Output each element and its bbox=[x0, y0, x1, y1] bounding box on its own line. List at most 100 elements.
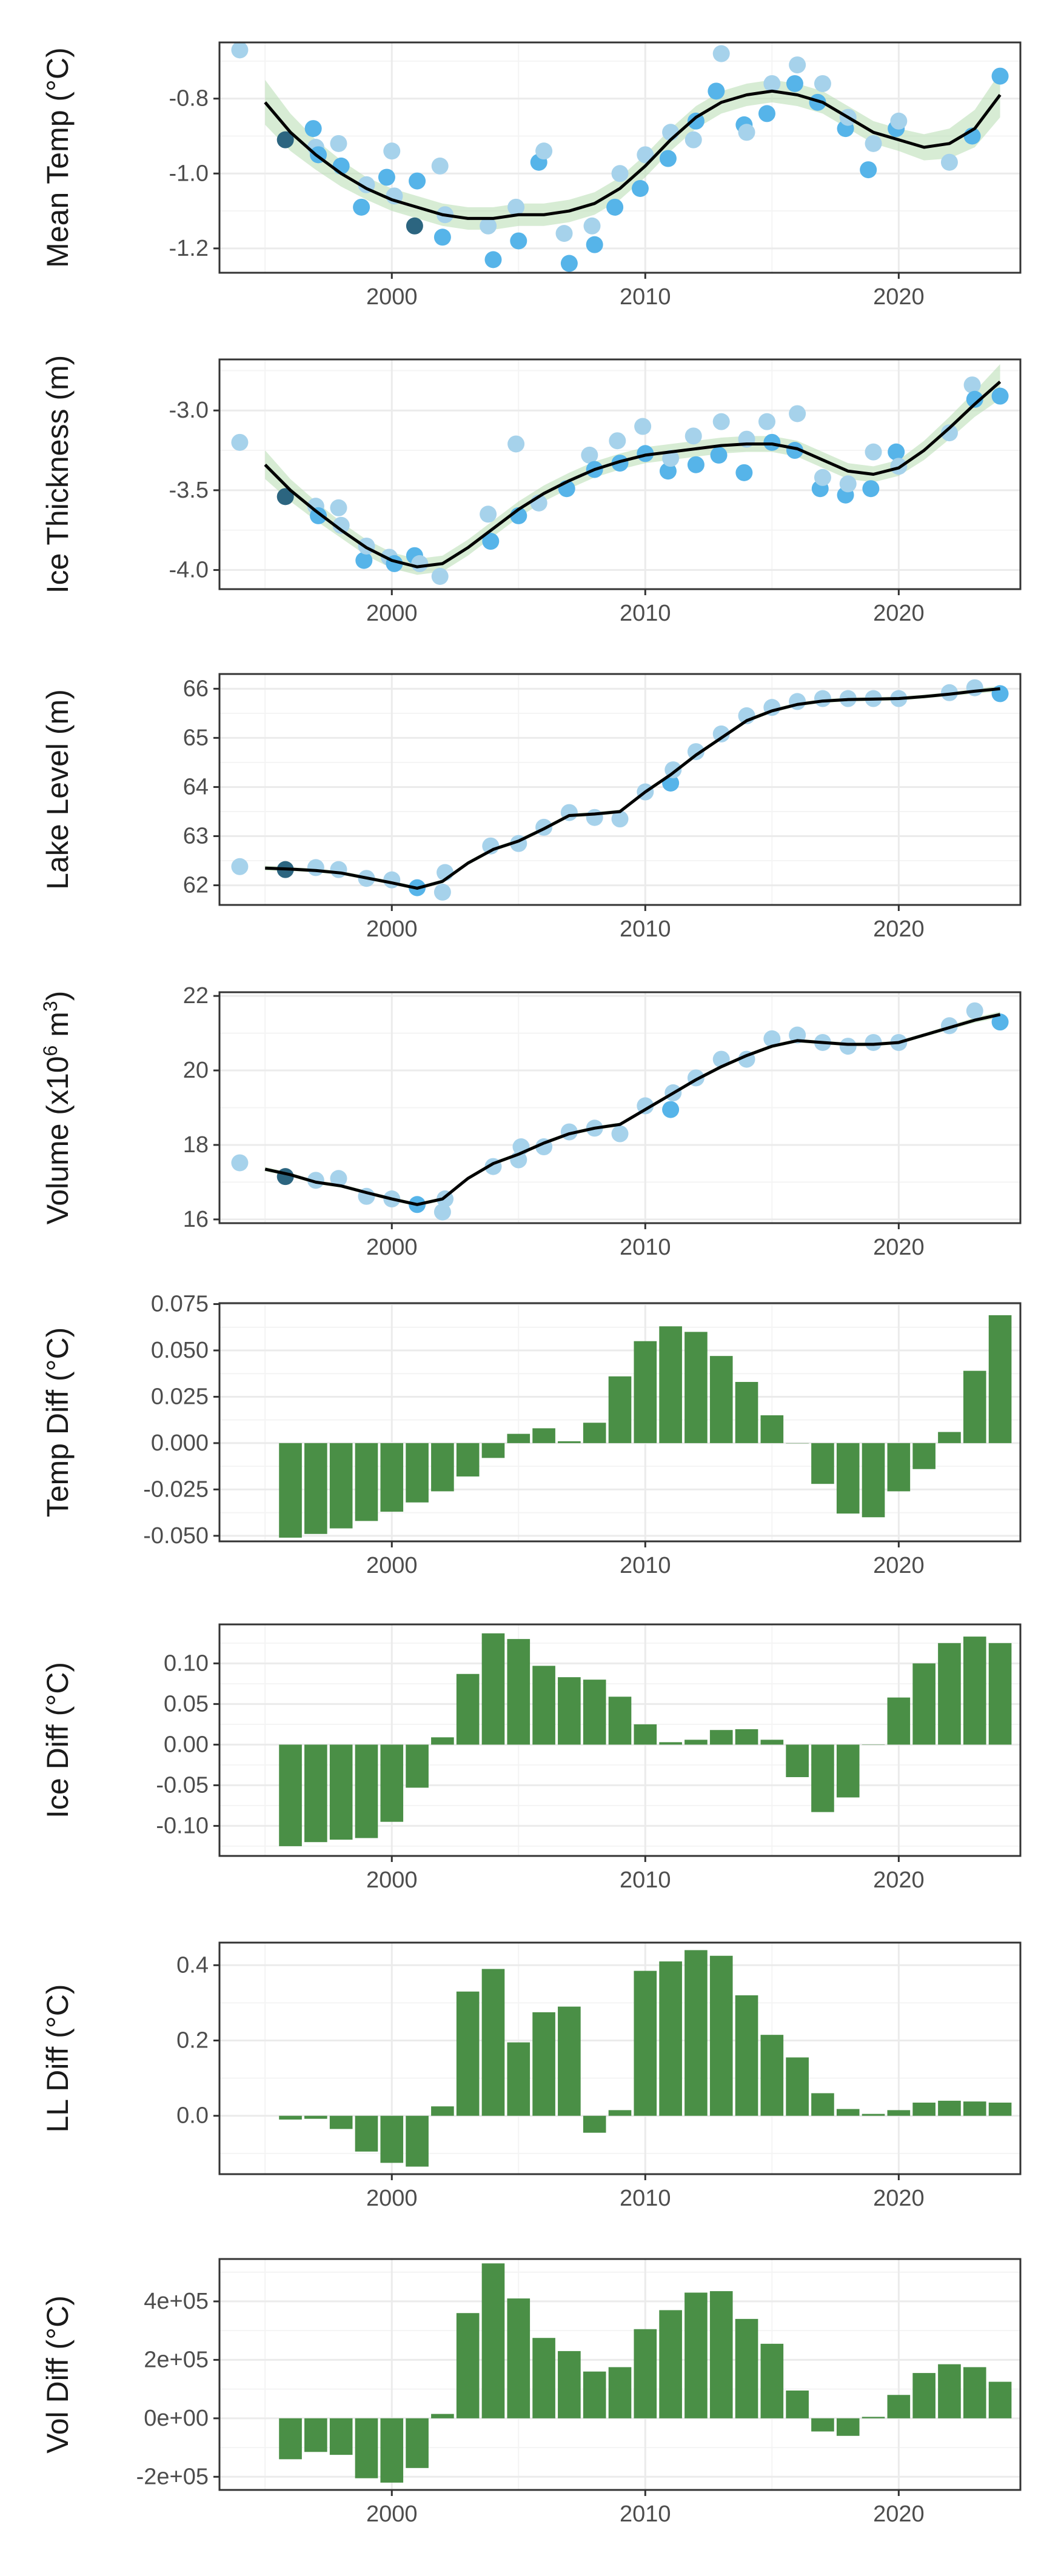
bar bbox=[406, 1744, 429, 1788]
y-tick-label: 66 bbox=[183, 676, 209, 701]
data-point bbox=[583, 217, 601, 235]
data-point bbox=[687, 112, 705, 130]
bar bbox=[558, 2006, 581, 2116]
bar bbox=[735, 1729, 758, 1745]
bar bbox=[735, 1995, 758, 2116]
bar bbox=[938, 1432, 961, 1443]
bar bbox=[760, 1415, 784, 1443]
bar bbox=[912, 2373, 935, 2418]
bar bbox=[304, 2115, 327, 2119]
bar bbox=[786, 2057, 809, 2116]
data-point bbox=[484, 251, 502, 269]
data-point bbox=[966, 390, 983, 408]
bar bbox=[507, 1433, 530, 1443]
y-tick-label: -1.2 bbox=[169, 236, 209, 261]
panel-border bbox=[218, 1941, 1022, 2175]
bar bbox=[304, 2418, 327, 2452]
data-point bbox=[991, 387, 1009, 405]
bar bbox=[431, 2106, 454, 2116]
bar bbox=[532, 2012, 555, 2116]
bar bbox=[329, 2115, 353, 2129]
bar bbox=[279, 1744, 302, 1846]
data-point bbox=[963, 376, 981, 394]
data-point bbox=[383, 142, 401, 160]
bar bbox=[355, 2115, 378, 2152]
bar bbox=[634, 2329, 657, 2418]
bar bbox=[887, 1697, 911, 1745]
data-point bbox=[330, 499, 347, 516]
bar bbox=[659, 1326, 682, 1443]
x-tick-label: 2010 bbox=[620, 601, 671, 626]
data-point bbox=[581, 446, 598, 464]
data-point bbox=[611, 455, 629, 472]
y-tick-label: 64 bbox=[183, 774, 209, 799]
data-point bbox=[634, 418, 652, 435]
y-tick-label: 0.000 bbox=[151, 1430, 209, 1456]
bar bbox=[481, 1633, 505, 1745]
data-point bbox=[276, 1168, 294, 1186]
bar bbox=[912, 1443, 935, 1469]
bar bbox=[887, 1443, 911, 1492]
panel-border bbox=[218, 1302, 1022, 1543]
bar bbox=[355, 2418, 378, 2478]
bar bbox=[481, 1443, 505, 1458]
smooth-fit-line bbox=[264, 1013, 1001, 1206]
x-tick-label: 2010 bbox=[620, 284, 671, 310]
y-tick-label: 16 bbox=[183, 1207, 209, 1232]
data-point bbox=[763, 75, 781, 92]
panel-6: -0.10 -0.05 0.00 0.05 0.10 2000 2010 2020 Ice Di… bbox=[41, 1623, 1022, 1893]
bar bbox=[786, 1744, 809, 1777]
bar bbox=[811, 2093, 834, 2116]
panel-border bbox=[218, 673, 1022, 906]
bar bbox=[406, 2115, 429, 2167]
bar bbox=[988, 2381, 1012, 2418]
bar bbox=[963, 2101, 986, 2116]
data-point bbox=[611, 165, 629, 182]
data-point bbox=[535, 142, 553, 160]
data-point bbox=[888, 443, 905, 461]
data-point bbox=[555, 225, 573, 242]
bar bbox=[304, 1744, 327, 1843]
panel-3: 62 63 64 65 66 2000 2010 2020 Lake Level (m) bbox=[41, 673, 1022, 942]
data-point bbox=[507, 435, 525, 453]
bar bbox=[963, 2367, 986, 2418]
bar bbox=[735, 1381, 758, 1443]
data-point bbox=[814, 469, 831, 486]
bar bbox=[862, 1443, 885, 1518]
bar bbox=[836, 2109, 860, 2116]
bar bbox=[659, 1961, 682, 2116]
bar bbox=[380, 2115, 404, 2163]
bar bbox=[583, 1680, 606, 1745]
bar bbox=[684, 1740, 708, 1745]
bar bbox=[912, 2102, 935, 2116]
panel-background bbox=[219, 1943, 1020, 2174]
panel-border bbox=[218, 1623, 1022, 1857]
y-tick-label: 62 bbox=[183, 873, 209, 898]
data-point bbox=[507, 198, 525, 216]
data-point bbox=[276, 488, 294, 506]
data-point bbox=[307, 859, 324, 876]
bar bbox=[684, 1950, 708, 2116]
data-point bbox=[433, 229, 451, 246]
bar bbox=[887, 2110, 911, 2116]
bar bbox=[406, 2418, 429, 2468]
y-axis-title-part: 3 bbox=[39, 1001, 61, 1012]
data-point bbox=[862, 480, 880, 498]
data-point bbox=[763, 433, 781, 451]
bar bbox=[456, 1991, 480, 2116]
bar bbox=[709, 1955, 733, 2116]
y-axis-title: LL Diff (°C) bbox=[41, 1984, 75, 2132]
panel-8: -2e+05 0e+00 2e+05 4e+05 2000 2010 2020 Vol Dif… bbox=[41, 2258, 1022, 2527]
data-point bbox=[865, 135, 882, 152]
bar bbox=[456, 1443, 480, 1477]
data-point bbox=[758, 413, 775, 430]
bar bbox=[836, 2418, 860, 2436]
data-point bbox=[231, 1154, 249, 1172]
y-tick-label: -1.0 bbox=[169, 161, 209, 186]
y-tick-label: 4e+05 bbox=[144, 2289, 209, 2314]
data-point bbox=[433, 883, 451, 901]
smooth-fit-line bbox=[264, 89, 1002, 220]
bar bbox=[431, 2414, 454, 2418]
data-point bbox=[586, 236, 603, 253]
data-point bbox=[383, 871, 401, 889]
